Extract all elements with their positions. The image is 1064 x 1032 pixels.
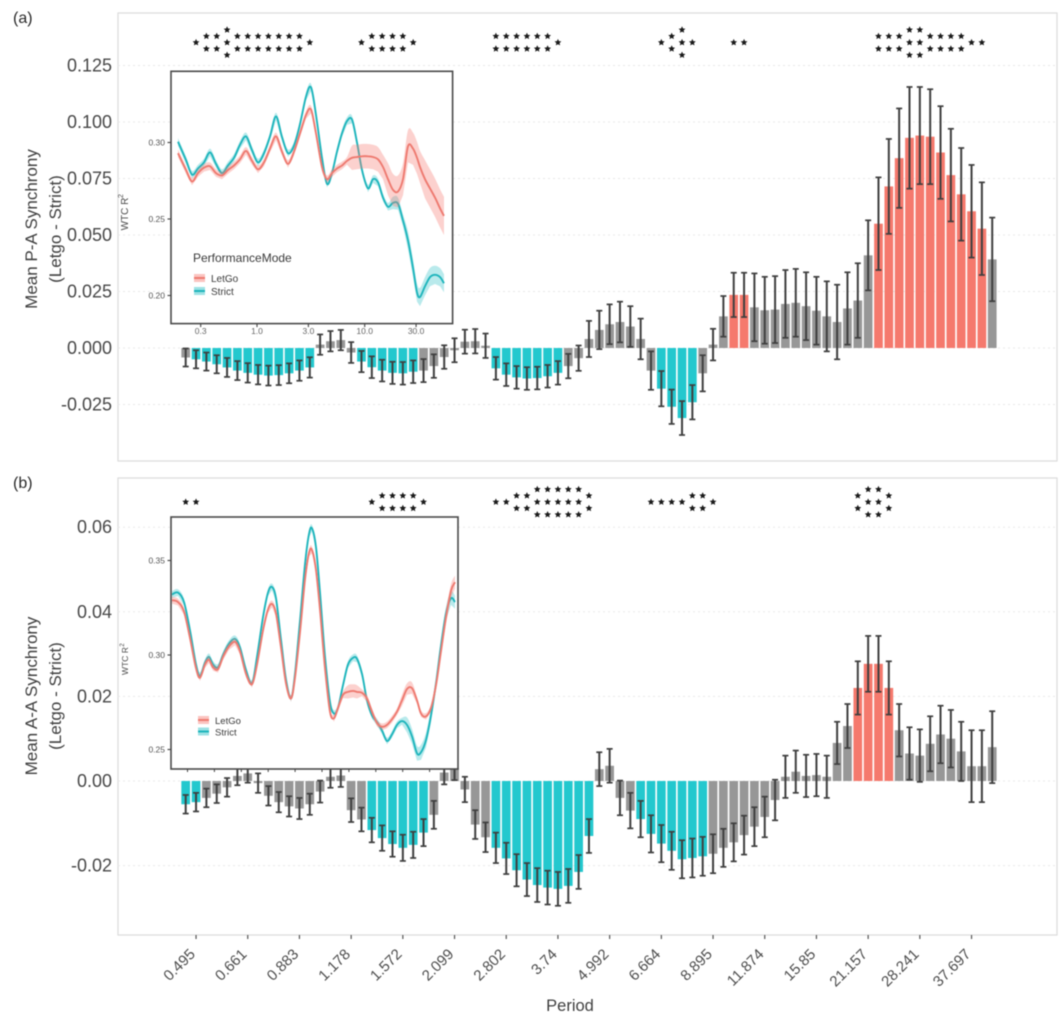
- svg-text:0.30: 0.30: [148, 650, 165, 660]
- svg-text:Mean A-A Synchrony: Mean A-A Synchrony: [22, 616, 41, 775]
- svg-text:0.00: 0.00: [77, 771, 112, 791]
- svg-text:10.0: 10.0: [356, 326, 373, 336]
- svg-text:0.04: 0.04: [77, 602, 112, 622]
- svg-text:0.075: 0.075: [67, 169, 112, 189]
- svg-text:0.000: 0.000: [67, 338, 112, 358]
- svg-text:LetGo: LetGo: [215, 716, 241, 727]
- svg-text:0.20: 0.20: [148, 291, 165, 301]
- svg-text:3.0: 3.0: [302, 326, 314, 336]
- svg-text:0.30: 0.30: [148, 138, 165, 148]
- svg-text:0.100: 0.100: [67, 112, 112, 132]
- svg-text:WTC R: WTC R: [120, 647, 130, 675]
- svg-text:30.0: 30.0: [408, 326, 425, 336]
- svg-text:Mean P-A Synchrony: Mean P-A Synchrony: [22, 149, 41, 309]
- svg-text:0.025: 0.025: [67, 282, 112, 302]
- svg-text:0.06: 0.06: [77, 517, 112, 537]
- svg-text:WTC R: WTC R: [120, 198, 131, 231]
- svg-text:1.0: 1.0: [251, 326, 263, 336]
- svg-text:Period: Period: [546, 997, 594, 1015]
- svg-text:0.050: 0.050: [67, 225, 112, 245]
- svg-text:PerformanceMode: PerformanceMode: [193, 251, 292, 265]
- svg-text:-0.025: -0.025: [61, 395, 112, 415]
- svg-text:Strict: Strict: [215, 728, 237, 739]
- svg-text:(Letgo - Strict): (Letgo - Strict): [46, 175, 65, 283]
- svg-text:(Letgo - Strict): (Letgo - Strict): [46, 642, 65, 750]
- svg-text:2: 2: [120, 643, 126, 647]
- svg-text:0.125: 0.125: [67, 56, 112, 76]
- svg-text:(a): (a): [13, 10, 33, 27]
- svg-text:0.35: 0.35: [148, 556, 165, 566]
- svg-text:2: 2: [118, 194, 125, 198]
- svg-text:(b): (b): [13, 475, 33, 492]
- svg-text:0.25: 0.25: [148, 745, 165, 755]
- svg-text:Strict: Strict: [211, 287, 234, 298]
- svg-text:-0.02: -0.02: [71, 856, 112, 876]
- svg-text:0.25: 0.25: [148, 214, 165, 224]
- svg-text:0.3: 0.3: [195, 326, 207, 336]
- svg-text:LetGo: LetGo: [211, 274, 239, 285]
- svg-text:0.02: 0.02: [77, 686, 112, 706]
